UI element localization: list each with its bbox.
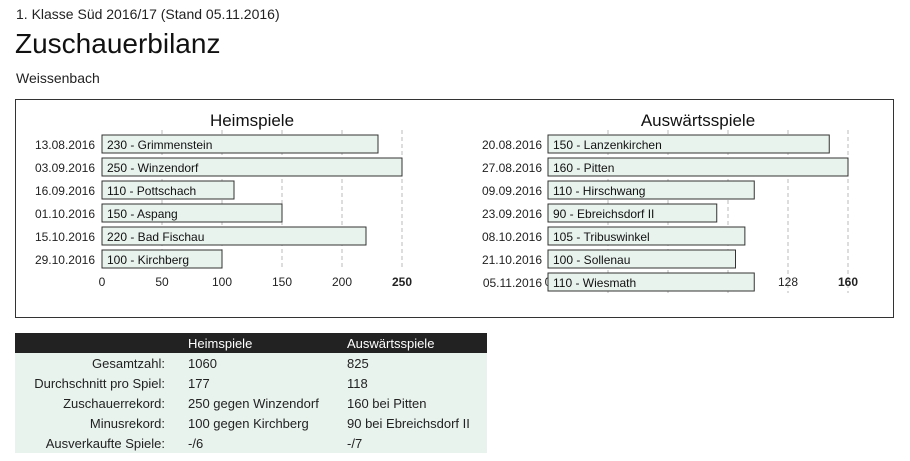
x-tick-label: 200 xyxy=(332,275,352,289)
bar xyxy=(101,203,283,223)
bar xyxy=(547,134,830,154)
stats-row-record: Zuschauerrekord: 250 gegen Winzendorf 16… xyxy=(15,393,487,413)
bar xyxy=(101,134,379,154)
bar xyxy=(101,249,223,269)
bar-label: 100 - Sollenau xyxy=(553,253,630,267)
bar-label: 230 - Grimmenstein xyxy=(107,138,212,152)
category-label: 05.11.2016 xyxy=(483,276,542,290)
x-tick-label: 0 xyxy=(99,275,106,289)
bar-label: 90 - Ebreichsdorf II xyxy=(553,207,654,221)
stats-home-value: 100 gegen Kirchberg xyxy=(188,413,347,433)
bar xyxy=(547,272,755,292)
category-label: 03.09.2016 xyxy=(35,161,95,175)
category-label: 23.09.2016 xyxy=(482,207,542,221)
stats-table: Heimspiele Auswärtsspiele Gesamtzahl: 10… xyxy=(15,333,487,453)
bar xyxy=(101,226,367,246)
stats-header-row: Heimspiele Auswärtsspiele xyxy=(15,333,487,353)
league-subtitle: 1. Klasse Süd 2016/17 (Stand 05.11.2016) xyxy=(16,6,280,22)
stats-row-label: Ausverkaufte Spiele: xyxy=(15,433,188,453)
bar-label: 150 - Lanzenkirchen xyxy=(553,138,662,152)
bar-label: 110 - Hirschwang xyxy=(553,184,645,198)
stats-row-sold-out: Ausverkaufte Spiele: -/6 -/7 xyxy=(15,433,487,453)
chart-title: Heimspiele xyxy=(210,111,294,130)
stats-home-value: 1060 xyxy=(188,353,347,373)
stats-away-value: -/7 xyxy=(347,433,487,453)
bar-label: 110 - Wiesmath xyxy=(553,276,636,290)
bar xyxy=(101,157,403,177)
category-label: 16.09.2016 xyxy=(35,184,95,198)
bar xyxy=(547,203,718,223)
category-label: 20.08.2016 xyxy=(482,138,542,152)
chart-title: Auswärtsspiele xyxy=(641,111,755,130)
stats-away-value: 118 xyxy=(347,373,487,393)
bar-label: 250 - Winzendorf xyxy=(107,161,199,175)
stats-header-blank xyxy=(15,333,188,353)
page-title: Zuschauerbilanz xyxy=(15,28,221,59)
category-label: 27.08.2016 xyxy=(482,161,542,175)
bar-label: 100 - Kirchberg xyxy=(107,253,189,267)
category-label: 13.08.2016 xyxy=(35,138,95,152)
stats-row-total: Gesamtzahl: 1060 825 xyxy=(15,353,487,373)
x-tick-label: 128 xyxy=(778,275,798,289)
stats-home-value: -/6 xyxy=(188,433,347,453)
category-label: 09.09.2016 xyxy=(482,184,542,198)
bar-label: 105 - Tribuswinkel xyxy=(553,230,650,244)
stats-away-value: 160 bei Pitten xyxy=(347,393,487,413)
category-label: 21.10.2016 xyxy=(482,253,542,267)
stats-away-value: 825 xyxy=(347,353,487,373)
charts-panel: Heimspiele 0 50 100 150 200 250 230 - Grimmenst… xyxy=(15,99,894,318)
bar-label: 220 - Bad Fischau xyxy=(107,230,204,244)
x-tick-label: 50 xyxy=(155,275,169,289)
bar-label: 150 - Aspang xyxy=(107,207,178,221)
bar xyxy=(101,180,235,200)
bar xyxy=(547,180,755,200)
category-label: 08.10.2016 xyxy=(482,230,542,244)
stats-row-average: Durchschnitt pro Spiel: 177 118 xyxy=(15,373,487,393)
bar xyxy=(547,157,849,177)
x-tick-label: 160 xyxy=(838,275,858,289)
bar-label: 110 - Pottschach xyxy=(107,184,196,198)
team-name: Weissenbach xyxy=(16,70,100,86)
stats-home-value: 250 gegen Winzendorf xyxy=(188,393,347,413)
x-tick-label: 250 xyxy=(392,275,412,289)
category-label: 01.10.2016 xyxy=(35,207,95,221)
stats-row-label: Gesamtzahl: xyxy=(15,353,188,373)
stats-home-value: 177 xyxy=(188,373,347,393)
stats-row-label: Durchschnitt pro Spiel: xyxy=(15,373,188,393)
stats-header-away: Auswärtsspiele xyxy=(347,333,487,353)
category-label: 29.10.2016 xyxy=(35,253,95,267)
stats-header-home: Heimspiele xyxy=(188,333,347,353)
bar-label: 160 - Pitten xyxy=(553,161,614,175)
x-tick-label: 100 xyxy=(212,275,232,289)
stats-row-label: Minusrekord: xyxy=(15,413,188,433)
charts-svg: Heimspiele 0 50 100 150 200 250 230 - Grimmenst… xyxy=(35,111,858,293)
stats-row-label: Zuschauerrekord: xyxy=(15,393,188,413)
category-label: 15.10.2016 xyxy=(35,230,95,244)
stats-row-minus-record: Minusrekord: 100 gegen Kirchberg 90 bei … xyxy=(15,413,487,433)
bar xyxy=(547,226,746,246)
x-tick-label: 150 xyxy=(272,275,292,289)
stats-away-value: 90 bei Ebreichsdorf II xyxy=(347,413,487,433)
bar xyxy=(547,249,736,269)
